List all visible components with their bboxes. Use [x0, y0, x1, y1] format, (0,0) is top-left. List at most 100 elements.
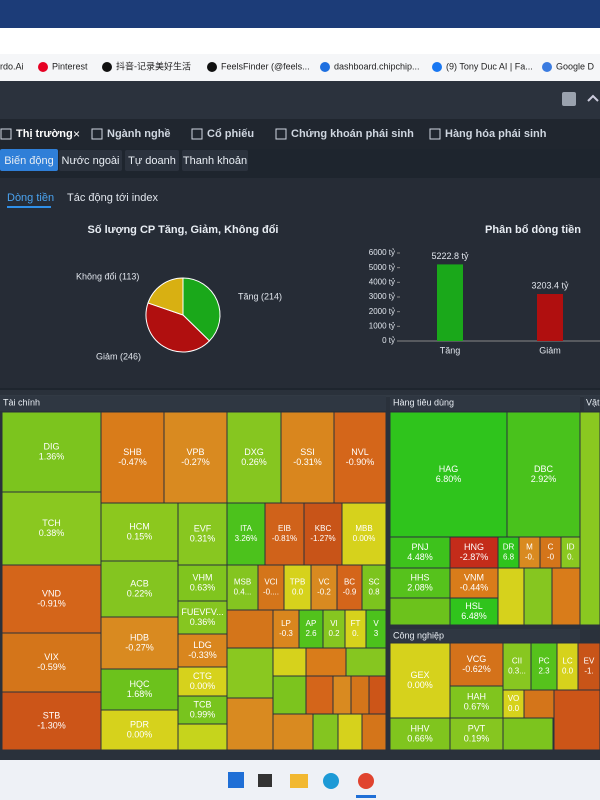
change: 2.3 [538, 667, 550, 676]
treemap-tile[interactable] [506, 411, 581, 538]
change: 1.68% [127, 689, 153, 699]
treemap-tile[interactable] [226, 411, 282, 504]
bookmark[interactable]: dashboard.chipchip... [334, 61, 420, 71]
treemap-tile[interactable] [177, 633, 228, 668]
treemap-tile[interactable] [449, 685, 504, 719]
treemap-tile[interactable] [389, 567, 451, 599]
sub-tab[interactable]: Biến động [4, 155, 54, 167]
pie-label: Không đổi (113) [76, 271, 139, 281]
treemap-tile[interactable] [449, 597, 499, 626]
sector-header [0, 396, 386, 411]
main-tab[interactable]: Cổ phiếu [207, 128, 254, 140]
treemap-tile[interactable] [257, 564, 285, 611]
treemap-tile[interactable] [449, 717, 504, 751]
change: -0.44% [460, 582, 489, 592]
chrome-icon[interactable] [358, 773, 374, 789]
treemap-tile[interactable] [163, 411, 228, 504]
collapse-icon[interactable] [587, 94, 599, 102]
treemap-tile[interactable] [310, 564, 338, 611]
change: 2.92% [531, 474, 557, 484]
active-subtab[interactable] [0, 149, 58, 171]
treemap-tile[interactable] [226, 502, 266, 566]
view-tab[interactable]: Dòng tiền [7, 192, 54, 204]
treemap-tile[interactable] [1, 691, 102, 751]
change: -0. [525, 553, 534, 562]
toolbar [0, 81, 600, 119]
tab-icon [0, 128, 12, 140]
pie-slice [145, 302, 211, 353]
value-label: 3203.4 tỷ [531, 280, 569, 290]
treemap-tile[interactable] [449, 642, 504, 687]
treemap-tile[interactable] [1, 491, 102, 566]
treemap-tile [226, 697, 274, 751]
y-tick-label: 6000 tỷ [369, 248, 395, 257]
treemap-tile[interactable] [389, 717, 451, 751]
treemap-tile[interactable] [333, 411, 387, 504]
treemap-tile[interactable] [272, 609, 300, 649]
subtab-bg[interactable] [59, 150, 122, 171]
edge-icon[interactable] [323, 773, 339, 789]
subtab-bg[interactable] [182, 150, 248, 171]
treemap-tile[interactable] [365, 609, 387, 649]
treemap-tile[interactable] [1, 411, 102, 493]
main-tab[interactable]: Thị trường [16, 128, 73, 140]
treemap-tile[interactable] [100, 411, 165, 504]
change: 6.48% [461, 611, 487, 621]
bookmark[interactable]: 抖音-记录美好生活 [116, 60, 191, 71]
change: 2.6 [305, 629, 317, 638]
treemap-tile[interactable] [100, 502, 179, 562]
ticker: HNG [464, 542, 484, 552]
close-tab[interactable]: × [73, 127, 80, 141]
treemap-tile[interactable] [177, 600, 228, 635]
bookmark-icon [38, 62, 48, 72]
task-view-icon[interactable] [258, 774, 272, 787]
sub-tab[interactable]: Nước ngoài [62, 155, 120, 167]
bookmark[interactable]: rdo.Ai [0, 61, 24, 71]
main-tab[interactable]: Chứng khoán phái sinh [291, 128, 414, 140]
treemap-tile[interactable] [560, 536, 581, 569]
treemap-tile[interactable] [1, 632, 102, 693]
change: 6.80% [436, 474, 462, 484]
bookmark[interactable]: Google D [556, 61, 595, 71]
grid-icon[interactable] [562, 92, 576, 106]
treemap-tile[interactable] [280, 411, 335, 504]
bookmark[interactable]: (9) Tony Duc AI | Fa... [446, 61, 533, 71]
treemap-tile[interactable] [502, 689, 525, 719]
treemap-tile[interactable] [177, 695, 228, 725]
treemap-tile[interactable] [298, 609, 324, 649]
treemap-tile[interactable] [502, 642, 532, 691]
sub-tab[interactable]: Tự doanh [128, 155, 176, 167]
explorer-icon[interactable] [290, 774, 308, 788]
ticker: EV [584, 657, 595, 666]
treemap-tile[interactable] [100, 668, 179, 711]
treemap-tile[interactable] [303, 502, 343, 566]
treemap-tile[interactable] [177, 666, 228, 697]
start-icon[interactable] [228, 772, 244, 788]
sector-title: Vật [586, 397, 600, 407]
treemap-tile[interactable] [283, 564, 312, 611]
ticker: TPB [290, 578, 306, 587]
change: -0.31% [293, 457, 322, 467]
treemap-tile[interactable] [449, 567, 499, 599]
main-tab[interactable]: Hàng hóa phái sinh [445, 128, 547, 140]
subtab-bg[interactable] [125, 150, 179, 171]
change: 0.00% [407, 680, 433, 690]
pie-label: Giảm (246) [96, 351, 141, 361]
view-tab[interactable]: Tác động tới index [67, 192, 158, 204]
bookmark[interactable]: FeelsFinder (@feels... [221, 61, 310, 71]
bookmark[interactable]: Pinterest [52, 61, 88, 71]
y-tick-label: 2000 tỷ [369, 307, 395, 316]
change: -0.2 [317, 588, 331, 597]
treemap-tile[interactable] [389, 411, 508, 538]
sub-tab[interactable]: Thanh khoản [183, 155, 247, 167]
main-tab[interactable]: Ngành nghề [107, 128, 171, 140]
treemap-tile[interactable] [530, 642, 558, 691]
treemap-tile[interactable] [100, 709, 179, 751]
change: 0.0 [562, 667, 574, 676]
treemap-tile[interactable] [577, 642, 600, 691]
ticker: LC [562, 657, 572, 666]
treemap-tile[interactable] [341, 502, 387, 566]
treemap-tile[interactable] [336, 564, 363, 611]
tab-icon [429, 128, 441, 140]
treemap-tile[interactable] [100, 560, 179, 618]
